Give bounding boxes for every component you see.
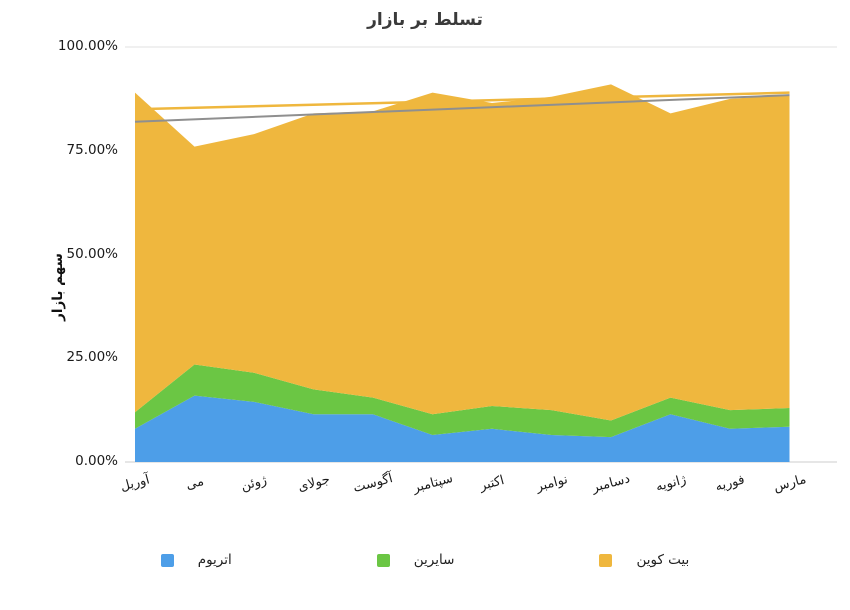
trendline-gray: [134, 94, 790, 123]
legend-item-bitcoin: بیت کوین: [599, 552, 689, 568]
y-tick-label: 100.00%: [57, 38, 118, 54]
legend-swatch: [160, 553, 174, 567]
trendline-orange: [134, 91, 790, 111]
legend-swatch: [599, 553, 613, 567]
legend-label: بیت کوین: [636, 552, 690, 568]
legend-item-others: سایرین: [376, 552, 455, 568]
area-ethereum: [135, 395, 790, 462]
y-tick-label: 25.00%: [66, 349, 118, 366]
chart-legend: اتریوم سایرین بیت کوین: [0, 552, 850, 568]
area-others: [135, 364, 790, 438]
y-tick-label: 50.00%: [66, 245, 118, 262]
y-tick-label: 0.00%: [75, 453, 118, 469]
legend-item-ethereum: اتریوم: [160, 552, 232, 568]
legend-label: سایرین: [413, 552, 455, 568]
chart-title: تسلط بر بازار: [367, 10, 483, 30]
legend-swatch: [376, 553, 390, 567]
legend-label: اتریوم: [197, 552, 232, 568]
y-tick-label: 75.00%: [66, 141, 118, 158]
area-bitcoin: [135, 84, 790, 421]
